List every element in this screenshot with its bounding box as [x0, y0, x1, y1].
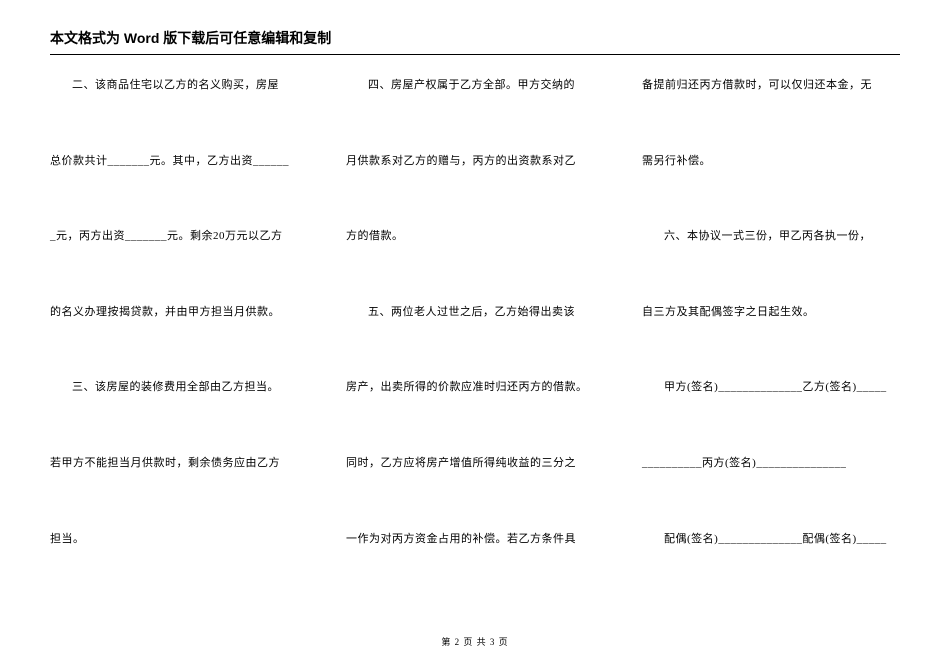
column-3: 备提前归还丙方借款时，可以仅归还本金，无 需另行补偿。 六、本协议一式三份，甲乙… [642, 77, 900, 606]
paragraph: 一作为对丙方资金占用的补偿。若乙方条件具 [346, 531, 604, 549]
paragraph: 二、该商品住宅以乙方的名义购买，房屋 [50, 77, 308, 95]
paragraph: 六、本协议一式三份，甲乙丙各执一份， [642, 228, 900, 246]
paragraph: _元，丙方出资_______元。剩余20万元以乙方 [50, 228, 308, 246]
paragraph: 需另行补偿。 [642, 153, 900, 171]
column-2: 四、房屋产权属于乙方全部。甲方交纳的 月供款系对乙方的赠与，丙方的出资款系对乙 … [346, 77, 604, 606]
paragraph: 若甲方不能担当月供款时，剩余债务应由乙方 [50, 455, 308, 473]
paragraph: 方的借款。 [346, 228, 604, 246]
paragraph: 担当。 [50, 531, 308, 549]
paragraph: 房产，出卖所得的价款应准时归还丙方的借款。 [346, 379, 604, 397]
page-number: 第 2 页 共 3 页 [0, 635, 950, 648]
paragraph: 同时，乙方应将房产增值所得纯收益的三分之 [346, 455, 604, 473]
page-header-title: 本文格式为 Word 版下载后可任意编辑和复制 [50, 28, 900, 55]
document-page: 本文格式为 Word 版下载后可任意编辑和复制 二、该商品住宅以乙方的名义购买，… [0, 0, 950, 606]
paragraph: 五、两位老人过世之后，乙方始得出卖该 [346, 304, 604, 322]
paragraph: 自三方及其配偶签字之日起生效。 [642, 304, 900, 322]
paragraph: 月供款系对乙方的赠与，丙方的出资款系对乙 [346, 153, 604, 171]
paragraph: 三、该房屋的装修费用全部由乙方担当。 [50, 379, 308, 397]
paragraph: 四、房屋产权属于乙方全部。甲方交纳的 [346, 77, 604, 95]
paragraph: __________丙方(签名)_______________ [642, 455, 900, 473]
column-1: 二、该商品住宅以乙方的名义购买，房屋 总价款共计_______元。其中，乙方出资… [50, 77, 308, 606]
paragraph: 的名义办理按揭贷款，并由甲方担当月供款。 [50, 304, 308, 322]
paragraph: 备提前归还丙方借款时，可以仅归还本金，无 [642, 77, 900, 95]
paragraph: 配偶(签名)______________配偶(签名)_____ [642, 531, 900, 549]
text-columns: 二、该商品住宅以乙方的名义购买，房屋 总价款共计_______元。其中，乙方出资… [50, 77, 900, 606]
paragraph: 总价款共计_______元。其中，乙方出资______ [50, 153, 308, 171]
paragraph: 甲方(签名)______________乙方(签名)_____ [642, 379, 900, 397]
